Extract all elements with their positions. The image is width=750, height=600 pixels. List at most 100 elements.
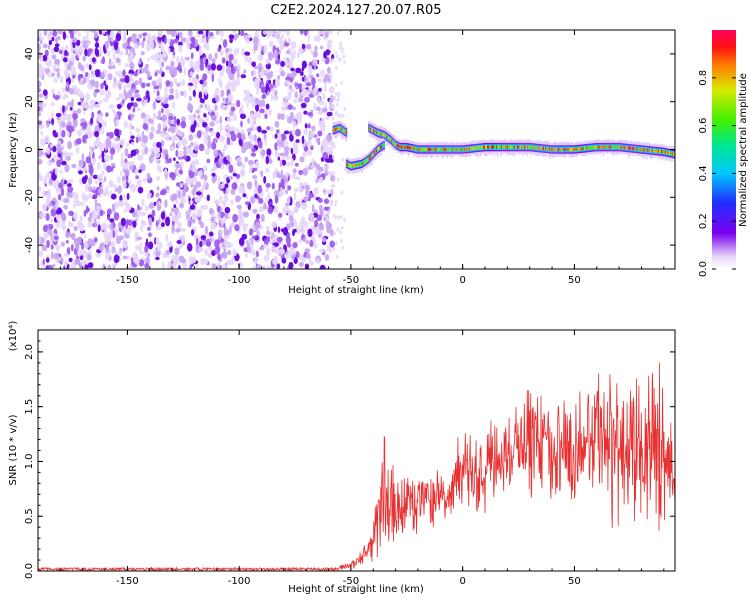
noise-speckle [319,45,324,50]
noise-speckle [251,249,256,256]
noise-speckle [159,146,163,154]
trace-core [581,147,584,151]
x-tick-label: -150 [116,275,139,286]
noise-speckle [129,164,135,171]
noise-speckle [241,147,247,154]
noise-speckle [328,78,331,84]
noise-speckle [341,245,345,250]
noise-speckle [265,183,271,188]
noise-speckle [114,128,120,137]
noise-speckle [244,34,248,41]
colorbar-tick-label: 0.2 [698,213,709,229]
noise-speckle [329,199,334,207]
noise-speckle [40,260,43,267]
noise-speckle [54,58,60,65]
noise-speckle [53,46,60,53]
noise-speckle [117,185,122,194]
noise-speckle [110,142,116,147]
noise-speckle [178,265,181,269]
noise-speckle [274,78,281,88]
noise-speckle [298,255,304,261]
noise-speckle [304,96,310,103]
trace-core [487,145,489,149]
noise-speckle [107,264,112,269]
noise-speckle [280,60,285,67]
noise-speckle [225,48,230,53]
noise-speckle [136,107,141,112]
noise-speckle [188,95,192,102]
noise-speckle [202,73,208,81]
noise-speckle [228,53,234,61]
trace-core [666,150,668,155]
noise-speckle [335,241,338,246]
noise-speckle [315,34,321,43]
noise-speckle [258,99,264,108]
trace-core [615,145,618,149]
noise-speckle [254,193,258,199]
noise-speckle [165,219,170,227]
noise-speckle [159,67,163,75]
trace-core [528,145,530,149]
noise-speckle [166,30,171,35]
noise-speckle [77,32,82,37]
noise-speckle [219,135,225,143]
noise-speckle [58,49,63,55]
noise-speckle [214,246,221,255]
trace-core [369,126,371,131]
noise-speckle [226,66,231,75]
noise-speckle [106,208,112,216]
noise-speckle [61,160,67,166]
noise-speckle [130,183,136,193]
noise-speckle [113,41,119,51]
noise-speckle [161,96,166,103]
noise-speckle [184,56,190,61]
noise-speckle [311,77,316,86]
noise-speckle [195,122,201,128]
noise-speckle [105,255,110,261]
noise-speckle [146,90,149,96]
trace-core [665,150,667,154]
noise-speckle [88,177,93,185]
noise-speckle [254,179,258,188]
noise-speckle [64,110,67,116]
noise-speckle [239,168,246,177]
noise-speckle [123,30,127,39]
noise-speckle [299,156,305,163]
noise-speckle [238,237,245,246]
trace-core [657,149,659,153]
noise-speckle [257,184,263,194]
noise-speckle [343,217,346,222]
noise-speckle [310,261,314,266]
noise-speckle [277,226,281,233]
noise-speckle [230,84,236,92]
noise-speckle [335,82,338,87]
noise-speckle [60,241,65,247]
noise-speckle [70,32,75,39]
trace-core [438,147,441,152]
noise-speckle [109,248,113,254]
noise-speckle [108,131,114,139]
noise-speckle [171,68,178,78]
trace-core [576,147,579,151]
noise-speckle [182,261,188,269]
trace-core [464,147,467,151]
noise-speckle [315,106,321,111]
noise-speckle [218,77,221,85]
trace-core [476,146,479,150]
trace-core [385,134,387,138]
noise-speckle [60,187,65,197]
noise-speckle [55,112,62,118]
noise-speckle [128,81,132,88]
noise-speckle [66,113,73,119]
noise-speckle [217,229,223,234]
noise-speckle [317,78,323,83]
noise-speckle [247,182,253,190]
noise-speckle [181,78,186,87]
trace-core [652,149,655,153]
snr-series-line [38,362,675,571]
noise-speckle [235,195,242,201]
noise-speckle [178,31,183,39]
noise-speckle [101,119,105,127]
trace-core [649,148,652,153]
noise-speckle [83,233,87,239]
